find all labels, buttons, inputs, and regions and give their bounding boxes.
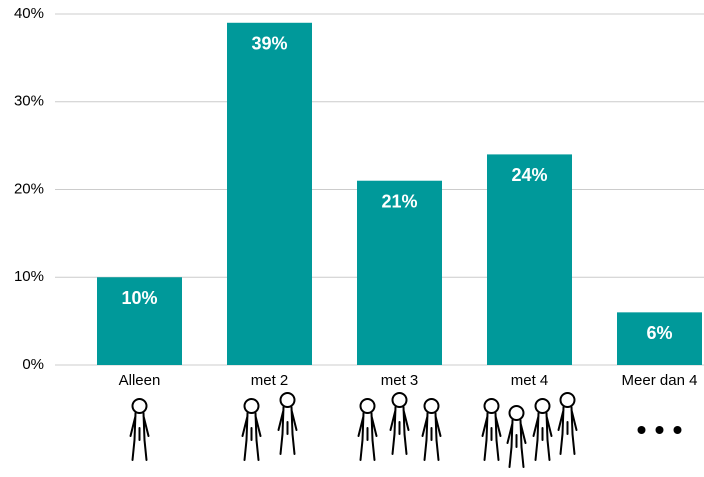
- figure-head: [534, 398, 551, 414]
- figure-body: [241, 412, 262, 461]
- bar: [357, 180, 442, 365]
- figure-body: [421, 412, 442, 461]
- figure-body: [277, 406, 298, 455]
- stick-figure: [421, 398, 442, 461]
- y-tick-label: 30%: [14, 93, 44, 110]
- y-tick-label: 40%: [14, 5, 44, 22]
- stick-figure: [481, 398, 502, 461]
- figure-head: [483, 398, 500, 414]
- figure-body: [481, 412, 502, 461]
- figure-head: [559, 392, 576, 408]
- figure-head: [391, 392, 408, 408]
- stick-figure: [557, 392, 578, 455]
- stick-figure: [506, 405, 527, 468]
- x-tick-label: met 2: [251, 372, 289, 389]
- bar: [487, 154, 572, 365]
- ellipsis-dot: [673, 426, 682, 434]
- stick-figure: [129, 398, 150, 461]
- value-label: 10%: [121, 288, 157, 308]
- figure-head: [423, 398, 440, 414]
- bar: [227, 22, 312, 366]
- x-tick-label: met 4: [511, 372, 549, 389]
- stick-figure: [389, 392, 410, 455]
- figure-body: [389, 406, 410, 455]
- stick-figure: [532, 398, 553, 461]
- value-label: 39%: [251, 34, 287, 54]
- figure-body: [506, 419, 527, 468]
- figure-body: [129, 412, 150, 461]
- figure-head: [131, 398, 148, 414]
- y-tick-label: 10%: [14, 268, 44, 285]
- figure-head: [279, 392, 296, 408]
- value-label: 6%: [646, 323, 672, 343]
- stick-figure: [277, 392, 298, 455]
- figure-head: [508, 405, 525, 421]
- figure-body: [357, 412, 378, 461]
- ellipsis-dot: [637, 426, 646, 434]
- figure-body: [532, 412, 553, 461]
- value-label: 21%: [381, 191, 417, 211]
- bar: [617, 312, 702, 365]
- figure-head: [243, 398, 260, 414]
- y-tick-label: 0%: [22, 356, 44, 373]
- x-tick-label: Alleen: [119, 372, 161, 389]
- stick-figure: [357, 398, 378, 461]
- ellipsis-dot: [655, 426, 664, 434]
- figure-head: [359, 398, 376, 414]
- x-tick-label: Meer dan 4: [622, 372, 698, 389]
- x-tick-label: met 3: [381, 372, 419, 389]
- value-label: 24%: [511, 165, 547, 185]
- figure-body: [557, 406, 578, 455]
- stick-figure: [241, 398, 262, 461]
- bar: [97, 277, 182, 365]
- y-tick-label: 20%: [14, 180, 44, 197]
